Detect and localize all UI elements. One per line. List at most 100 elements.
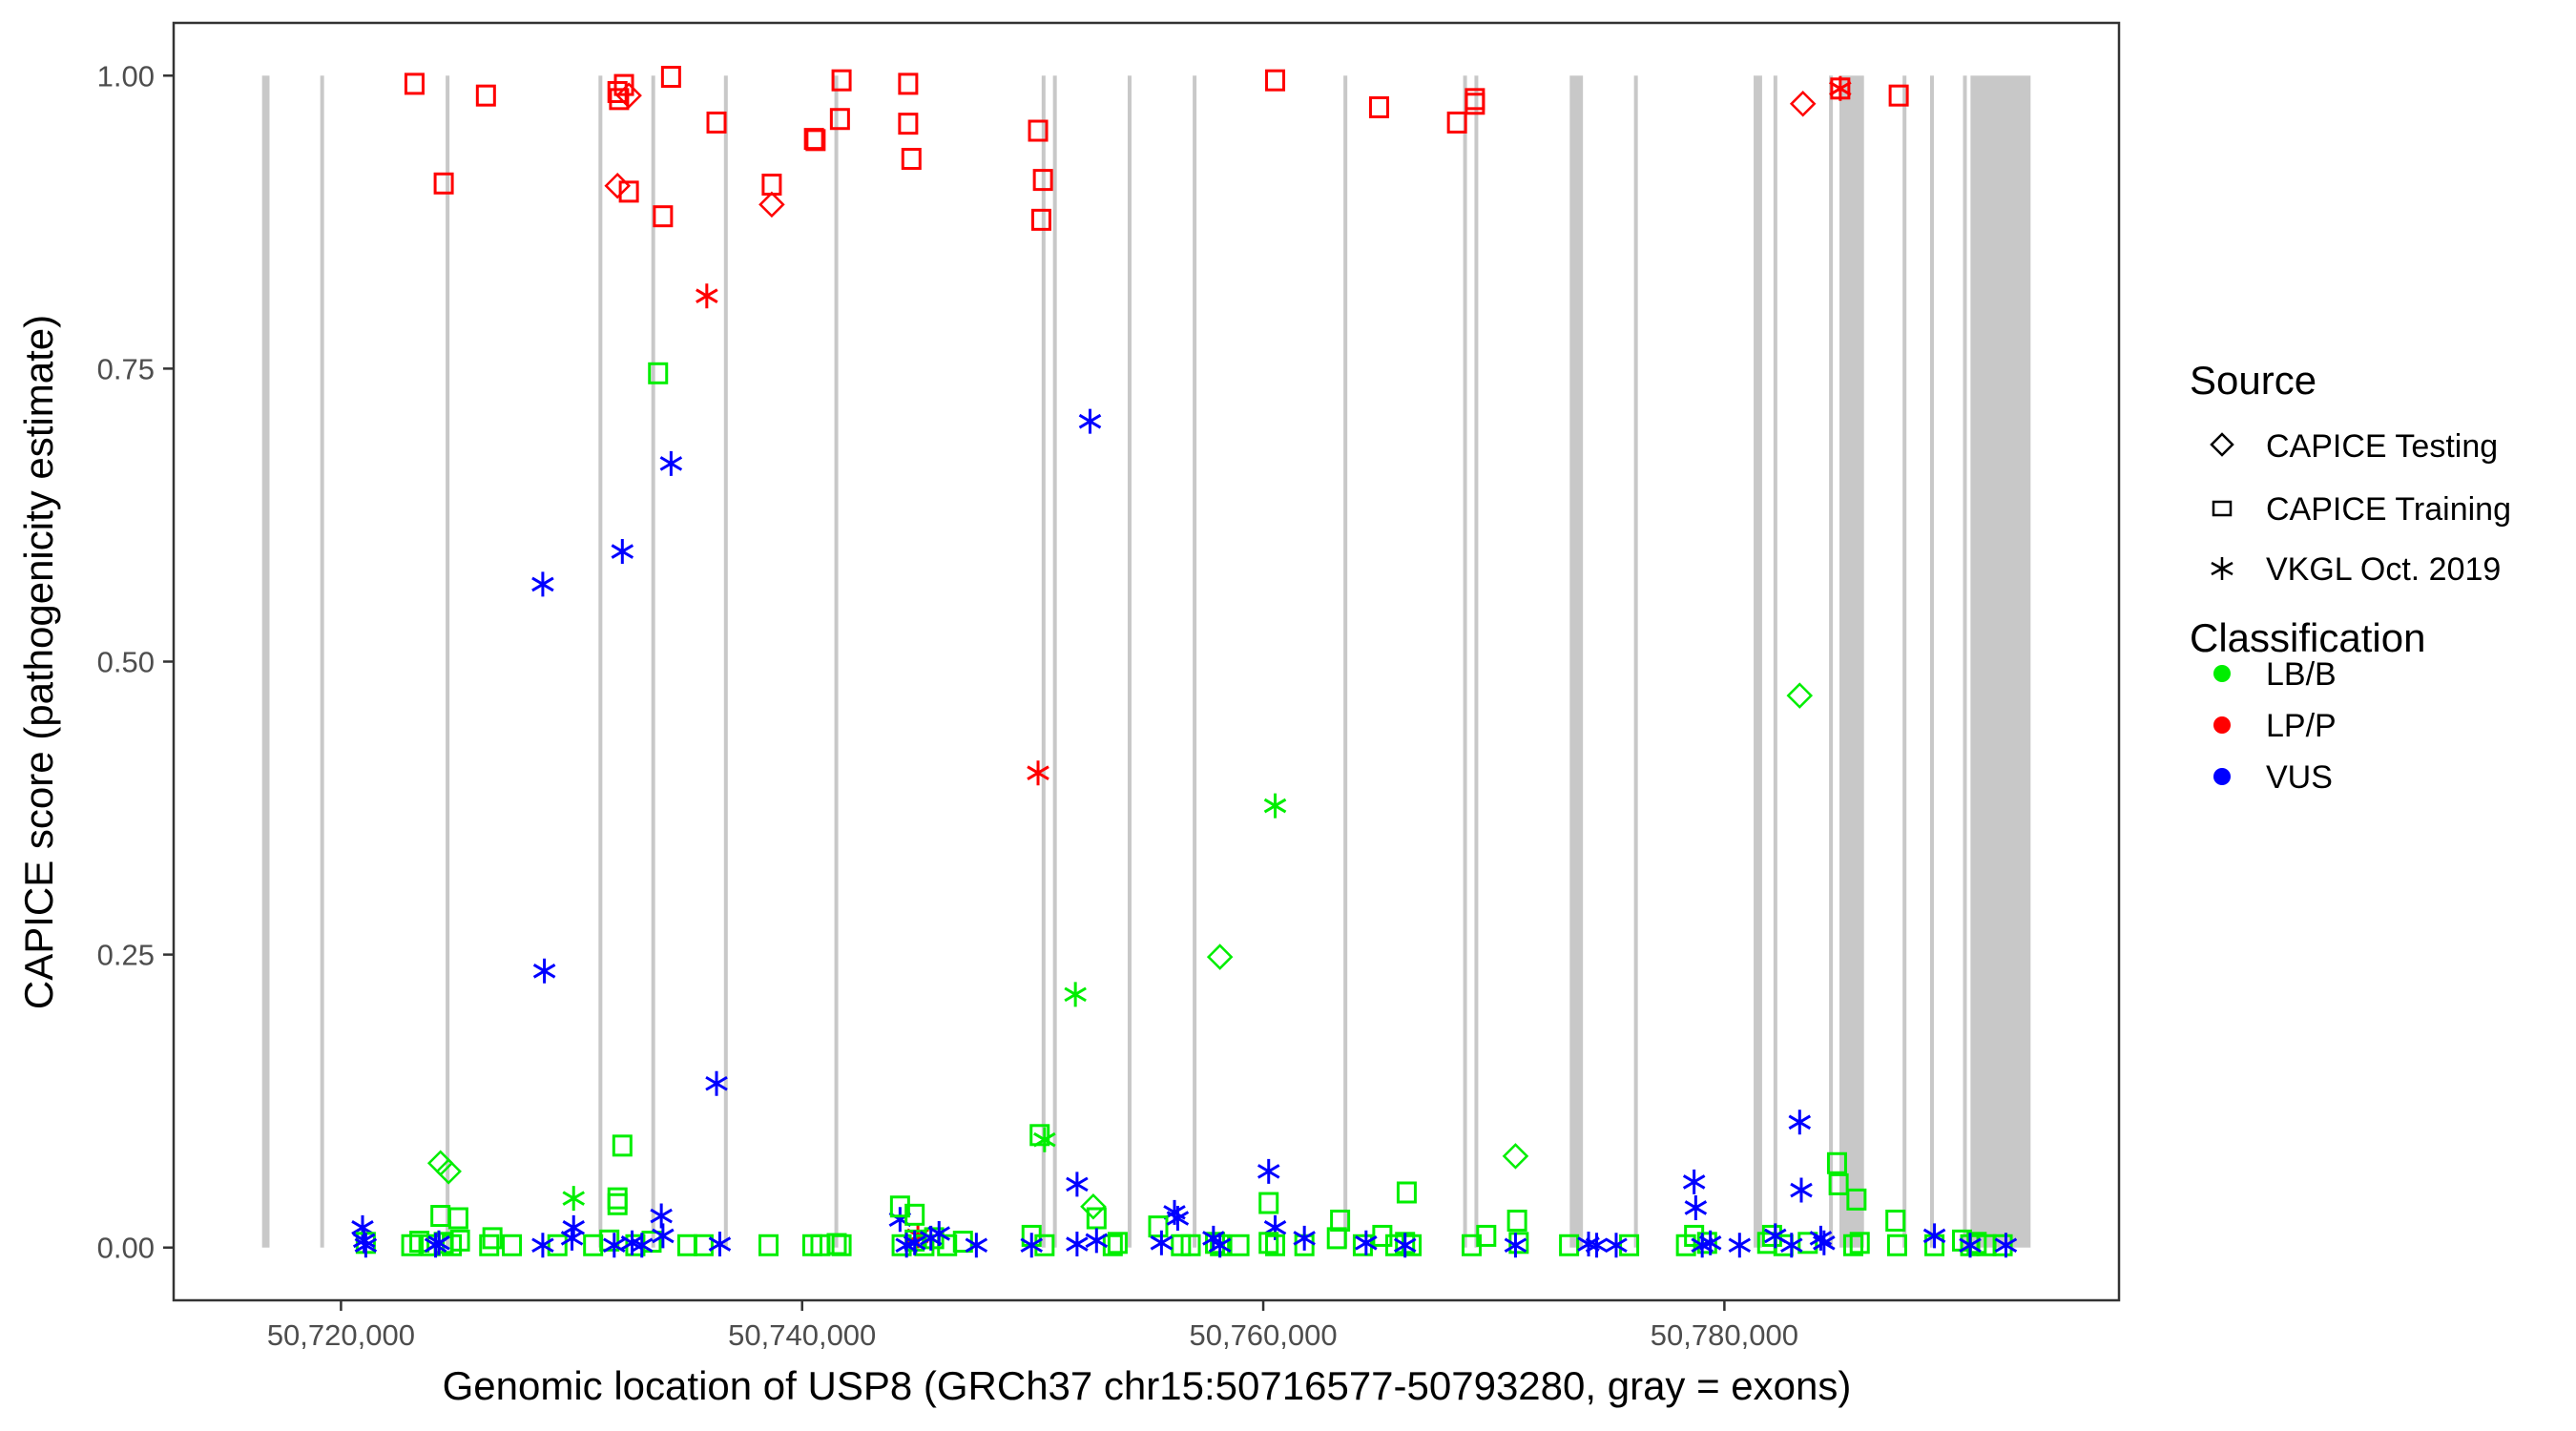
point-training-lbb <box>1828 1172 1849 1195</box>
point-training-lpp <box>706 111 727 134</box>
point-vkgl-vus <box>1208 1233 1232 1258</box>
exon-band <box>1902 75 1907 1248</box>
point-training-lbb <box>482 1227 503 1250</box>
point-testing-lpp <box>604 172 631 199</box>
exon-band <box>1929 75 1934 1248</box>
exon-band <box>261 75 270 1248</box>
point-testing-lpp <box>758 191 785 218</box>
point-training-lbb <box>924 1227 945 1250</box>
point-training-lpp <box>613 73 634 96</box>
exon-band <box>1193 75 1197 1248</box>
point-vkgl-vus <box>630 1233 654 1258</box>
point-vkgl-vus <box>603 1233 626 1258</box>
point-training-lbb <box>1034 1234 1055 1256</box>
point-training-lbb <box>1229 1234 1250 1256</box>
point-training-lpp <box>653 205 674 228</box>
point-training-lbb <box>547 1234 568 1256</box>
point-vkgl-vus <box>560 1225 584 1251</box>
point-training-lbb <box>1842 1234 1863 1256</box>
point-vkgl-vus <box>1066 1232 1089 1257</box>
point-vkgl-vus <box>650 1203 673 1229</box>
point-vkgl-lpp <box>1829 75 1852 101</box>
asterisk-icon <box>2211 557 2233 580</box>
point-training-lbb <box>449 1229 470 1252</box>
point-testing-lbb <box>1206 944 1234 970</box>
point-training-lbb <box>1107 1232 1128 1255</box>
point-training-lbb <box>1396 1181 1417 1204</box>
point-training-lpp <box>1265 69 1286 92</box>
x-axis-title: Genomic location of USP8 (GRCh37 chr15:5… <box>443 1363 1852 1408</box>
legend-label: VUS <box>2266 759 2333 796</box>
y-tick-label: 0.50 <box>97 646 155 679</box>
point-training-lbb <box>1886 1234 1907 1256</box>
point-testing-lpp <box>615 82 642 109</box>
point-training-lbb <box>831 1234 852 1256</box>
legend-item-capice-testing: CAPICE Testing <box>2210 428 2498 465</box>
point-vkgl-vus <box>708 1232 732 1257</box>
x-tick-label: 50,720,000 <box>267 1318 415 1352</box>
legend-label: CAPICE Testing <box>2266 428 2498 465</box>
point-training-lbb <box>1992 1234 2013 1256</box>
point-training-lbb <box>1849 1232 1870 1255</box>
legend-source-title: Source <box>2190 358 2316 403</box>
y-tick-label: 0.25 <box>97 939 155 972</box>
dot-icon <box>2213 665 2231 682</box>
exon-band <box>1474 75 1479 1248</box>
legend-item-capice-training: CAPICE Training <box>2212 491 2511 528</box>
point-vkgl-vus <box>659 450 683 476</box>
point-vkgl-vus <box>531 1233 554 1258</box>
exon-band <box>1754 75 1762 1248</box>
legend-item-vkgl: VKGL Oct. 2019 <box>2211 551 2501 588</box>
point-vkgl-vus <box>352 1228 376 1254</box>
point-vkgl-lbb <box>1064 982 1087 1007</box>
exon-band <box>1839 75 1864 1248</box>
exon-band <box>1633 75 1638 1248</box>
point-vkgl-vus <box>1788 1110 1812 1135</box>
point-training-lbb <box>1330 1209 1351 1232</box>
point-training-lbb <box>1029 1124 1050 1147</box>
point-vkgl-vus <box>1813 1230 1836 1255</box>
y-axis: 0.00 0.25 0.50 0.75 1.00 <box>97 59 174 1265</box>
point-vkgl-lbb <box>1263 793 1287 819</box>
point-training-lpp <box>901 147 922 170</box>
point-training-lbb <box>904 1203 925 1226</box>
point-vkgl-vus <box>1393 1233 1417 1258</box>
square-icon <box>2212 500 2233 517</box>
plot-panel <box>174 23 2119 1300</box>
legend-label: VKGL Oct. 2019 <box>2266 551 2501 588</box>
point-training-lpp <box>898 73 919 95</box>
point-vkgl-vus <box>1293 1225 1316 1251</box>
point-vkgl-vus <box>927 1220 950 1246</box>
point-vkgl-vus <box>532 958 556 984</box>
exon-band <box>1773 75 1777 1248</box>
point-training-lbb <box>612 1134 633 1157</box>
point-training-lpp <box>1465 93 1485 115</box>
point-training-lbb <box>1826 1151 1847 1174</box>
point-vkgl-vus <box>1959 1233 1982 1258</box>
exon-band <box>723 75 728 1248</box>
point-training-lpp <box>660 66 681 89</box>
exon-band <box>320 75 324 1248</box>
point-training-lbb <box>502 1234 523 1256</box>
legend-item-lbb: LB/B <box>2213 656 2337 693</box>
point-training-lpp <box>831 69 852 92</box>
point-testing-lbb <box>435 1158 462 1185</box>
point-vkgl-vus <box>1150 1230 1174 1255</box>
point-training-lbb <box>693 1234 714 1256</box>
exon-band <box>1829 75 1834 1248</box>
point-vkgl-lbb <box>1033 1127 1056 1152</box>
exon-bands <box>261 75 2031 1248</box>
point-vkgl-vus <box>351 1214 374 1240</box>
legend-classification-title: Classification <box>2190 615 2425 660</box>
point-training-lpp <box>829 108 850 131</box>
point-training-lpp <box>898 113 919 135</box>
point-vkgl-lpp <box>1027 760 1049 786</box>
point-vkgl-vus <box>903 1230 926 1255</box>
legend-item-lpp: LP/P <box>2213 708 2337 744</box>
point-testing-lbb <box>1786 682 1814 709</box>
point-training-lbb <box>1148 1215 1169 1238</box>
point-vkgl-vus <box>427 1230 450 1255</box>
exon-band <box>446 75 450 1248</box>
y-tick-label: 0.75 <box>97 352 155 385</box>
